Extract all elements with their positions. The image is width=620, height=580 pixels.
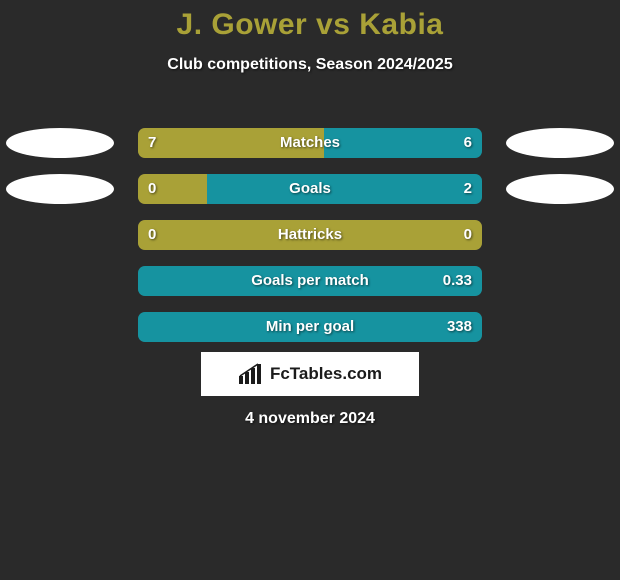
stat-left-value: 7 xyxy=(138,128,166,158)
player-left-avatar xyxy=(6,174,114,204)
comparison-card: J. Gower vs Kabia Club competitions, Sea… xyxy=(0,0,620,580)
stat-row: 76Matches xyxy=(0,120,620,166)
brand-icon xyxy=(238,363,264,385)
stat-row: 0.33Goals per match xyxy=(0,258,620,304)
stat-bar-right xyxy=(138,312,482,342)
stat-right-value: 338 xyxy=(437,312,482,342)
stat-left-value: 0 xyxy=(138,174,166,204)
stat-left-value xyxy=(138,312,158,342)
player-right-avatar xyxy=(506,128,614,158)
stat-rows: 76Matches02Goals00Hattricks0.33Goals per… xyxy=(0,120,620,350)
player-left-avatar xyxy=(6,128,114,158)
stat-bar: 338Min per goal xyxy=(138,312,482,342)
subtitle: Club competitions, Season 2024/2025 xyxy=(0,56,620,74)
brand-badge: FcTables.com xyxy=(201,352,419,396)
stat-right-value: 0.33 xyxy=(433,266,482,296)
stat-left-value xyxy=(138,266,158,296)
stat-right-value: 2 xyxy=(454,174,482,204)
stat-left-value: 0 xyxy=(138,220,166,250)
stat-bar: 02Goals xyxy=(138,174,482,204)
stat-bar: 00Hattricks xyxy=(138,220,482,250)
stat-bar: 0.33Goals per match xyxy=(138,266,482,296)
stat-right-value: 0 xyxy=(454,220,482,250)
stat-bar: 76Matches xyxy=(138,128,482,158)
stat-bar-right xyxy=(207,174,482,204)
date-label: 4 november 2024 xyxy=(0,410,620,428)
stat-bar-left xyxy=(138,220,482,250)
player-right-avatar xyxy=(506,174,614,204)
stat-row: 338Min per goal xyxy=(0,304,620,350)
stat-right-value: 6 xyxy=(454,128,482,158)
stat-bar-right xyxy=(138,266,482,296)
brand-text: FcTables.com xyxy=(270,364,382,384)
stat-row: 00Hattricks xyxy=(0,212,620,258)
stat-row: 02Goals xyxy=(0,166,620,212)
page-title: J. Gower vs Kabia xyxy=(0,0,620,42)
